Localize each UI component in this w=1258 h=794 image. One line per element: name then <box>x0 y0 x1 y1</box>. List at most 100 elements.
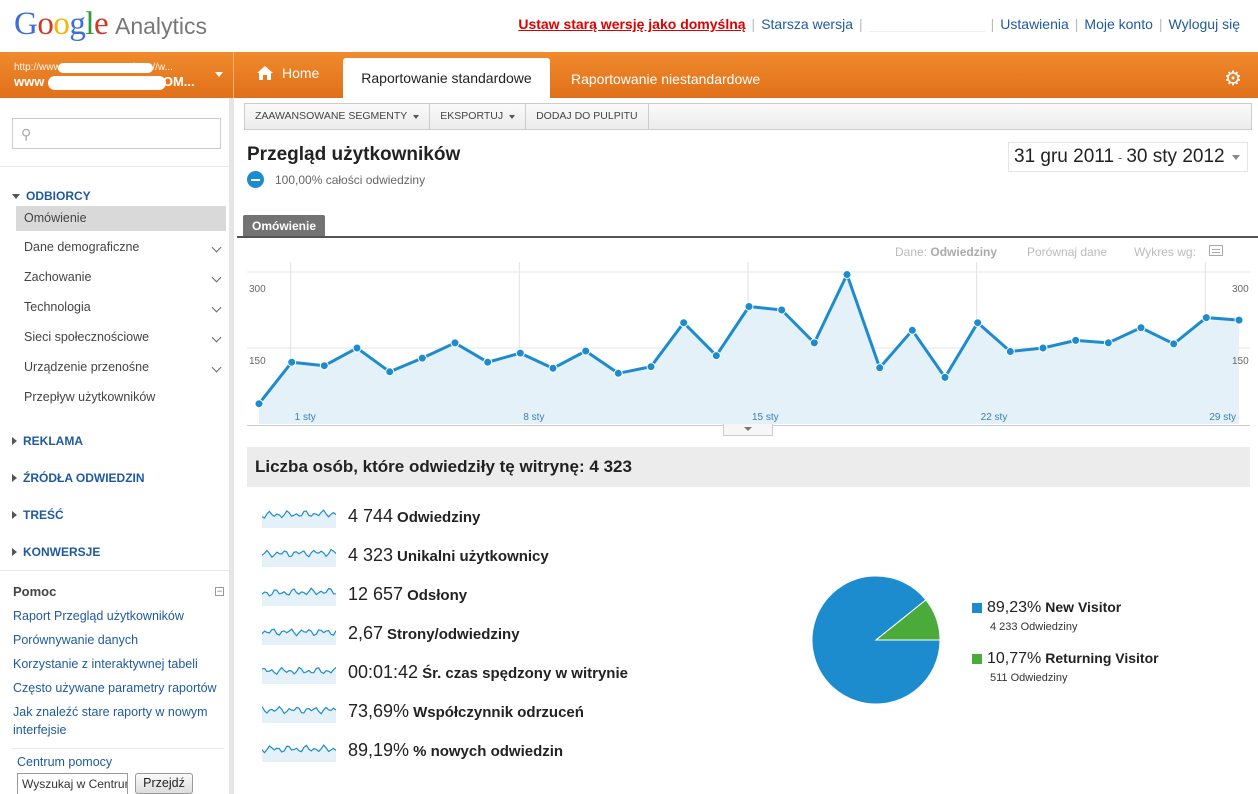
sidebar-item-demographics[interactable]: Dane demograficzne <box>16 235 226 260</box>
data-point <box>515 348 525 358</box>
metric-label: Współczynnik odrzuceń <box>413 704 584 721</box>
data-point <box>319 361 329 371</box>
sparkline-line <box>262 705 336 715</box>
graph-by-label: Wykres wg: <box>1134 245 1196 259</box>
metric-label: Śr. czas spędzony w witrynie <box>422 665 628 682</box>
data-point <box>1136 323 1146 333</box>
nav-home[interactable]: Home <box>256 65 319 81</box>
gear-icon[interactable]: ⚙ <box>1224 68 1242 90</box>
home-icon <box>257 66 273 80</box>
report-toolbar: ZAAWANSOWANE SEGMENTY EKSPORTUJ DODAJ DO… <box>244 103 1252 130</box>
sidebar-item-technology[interactable]: Technologia <box>16 295 226 320</box>
metric-label: Odwiedziny <box>397 509 481 526</box>
help-link[interactable]: Porównywanie danych <box>13 633 139 647</box>
collapse-icon[interactable]: − <box>215 586 224 596</box>
help-link[interactable]: Często używane parametry raportów <box>13 681 217 695</box>
tab-standard-reporting[interactable]: Raportowanie standardowe <box>343 58 550 98</box>
section-content[interactable]: TREŚĆ <box>12 508 64 522</box>
sparkline <box>262 705 336 723</box>
divider <box>0 570 229 571</box>
sparkline <box>262 666 336 684</box>
chevron-down-icon <box>1232 155 1240 160</box>
data-point <box>287 357 297 367</box>
series-area <box>259 274 1239 424</box>
sparkline-line <box>262 744 336 754</box>
chart-metric-selector[interactable]: Dane: Odwiedziny <box>895 245 998 259</box>
collapsed-arrow-icon <box>12 511 17 519</box>
data-point <box>744 302 754 311</box>
section-conversions[interactable]: KONWERSJE <box>12 545 100 559</box>
sidebar-search-input[interactable]: ⚲ <box>12 118 221 149</box>
sidebar-item-overview[interactable]: Omówienie <box>16 206 226 231</box>
data-point <box>548 363 558 373</box>
data-point <box>940 372 950 382</box>
help-center-link[interactable]: Centrum pomocy <box>17 755 113 769</box>
x-tick-label: 8 sty <box>523 412 544 423</box>
metric-value: 89,19%% nowych odwiedzin <box>348 740 564 760</box>
add-to-dashboard-button[interactable]: DODAJ DO PULPITU <box>526 104 649 129</box>
tab-custom-reporting[interactable]: Raportowanie niestandardowe <box>571 71 761 87</box>
advanced-segments-button[interactable]: ZAAWANSOWANE SEGMENTY <box>245 104 431 129</box>
legend-color-swatch <box>972 603 982 613</box>
date-to: 30 sty 2012 <box>1126 146 1225 167</box>
account-selector[interactable]: http://www.http://w... www.pl [DOM... <box>0 52 234 98</box>
data-point <box>254 399 264 409</box>
date-range-picker[interactable]: 31 gru 2011 - 30 sty 2012 <box>1008 142 1248 172</box>
sparkline-area <box>262 667 336 684</box>
x-tick-label: 22 sty <box>981 412 1008 423</box>
google-logo[interactable]: Google <box>14 6 109 42</box>
sidebar: ⚲ ODBIORCY Omówienie Dane demograficzne … <box>0 98 234 794</box>
help-go-button[interactable]: Przejdź <box>135 773 193 794</box>
sparkline-area <box>262 588 336 606</box>
my-account-link[interactable]: Moje konto <box>1084 16 1153 32</box>
set-old-version-default-link[interactable]: Ustaw starą wersję jako domyślną <box>518 16 746 32</box>
logout-link[interactable]: Wyloguj się <box>1168 16 1240 32</box>
export-button[interactable]: EKSPORTUJ <box>430 104 527 129</box>
pie-slice-returning-visitor[interactable] <box>874 599 941 641</box>
y-tick-label: 300 <box>249 284 266 295</box>
metric-value: 00:01:42 Śr. czas spędzony w witrynie <box>348 662 628 682</box>
chart-options-icon[interactable] <box>1209 245 1223 256</box>
data-point <box>679 318 689 328</box>
search-icon: ⚲ <box>21 126 32 142</box>
sparkline-line <box>262 509 336 519</box>
data-point <box>1201 313 1211 323</box>
data-point <box>907 325 917 335</box>
help-search-input[interactable]: Wyszukaj w Centrum <box>17 773 128 794</box>
chevron-down-icon <box>211 362 222 373</box>
data-point <box>417 353 427 363</box>
main-nav: http://www.http://w... www.pl [DOM... Ho… <box>0 52 1258 98</box>
help-link[interactable]: Raport Przegląd użytkowników <box>13 609 184 623</box>
old-version-link[interactable]: Starsza wersja <box>761 16 853 32</box>
page-title: Przegląd użytkowników <box>247 144 461 165</box>
section-traffic-sources[interactable]: ŹRÓDŁA ODWIEDZIN <box>12 471 145 485</box>
section-audience[interactable]: ODBIORCY <box>12 189 91 203</box>
chart-resize-handle[interactable] <box>723 424 773 436</box>
settings-link[interactable]: Ustawienia <box>1000 16 1069 32</box>
sidebar-item-social[interactable]: Sieci społecznościowe <box>16 325 226 350</box>
data-point <box>581 346 591 356</box>
chevron-down-icon <box>413 114 420 119</box>
compare-metric-link[interactable]: Porównaj dane <box>1027 245 1108 259</box>
sparkline <box>262 587 336 606</box>
sidebar-item-mobile[interactable]: Urządzenie przenośne <box>16 355 226 380</box>
tab-overview[interactable]: Omówienie <box>243 215 326 237</box>
sidebar-item-visitors-flow[interactable]: Przepływ użytkowników <box>24 390 156 404</box>
chevron-down-icon <box>211 242 222 253</box>
sparkline-area <box>262 510 336 528</box>
help-link[interactable]: Korzystanie z interaktywnej tabeli <box>13 657 198 671</box>
sparkline-line <box>262 548 336 559</box>
section-advertising[interactable]: REKLAMA <box>12 434 83 448</box>
visitor-type-pie <box>811 575 941 705</box>
visits-chart-svg: 300 300 150 150 1 sty 8 sty 15 sty 22 sty 29 sty <box>247 262 1250 424</box>
data-point <box>1071 335 1081 345</box>
data-point <box>711 351 721 361</box>
metric-label: Unikalni użytkownicy <box>397 548 549 565</box>
metric-label: Strony/odwiedziny <box>387 626 520 643</box>
sidebar-item-behavior[interactable]: Zachowanie <box>16 265 226 290</box>
expanded-arrow-icon <box>12 193 20 199</box>
help-title: Pomoc <box>13 584 57 599</box>
sparkline <box>262 548 336 567</box>
sparkline-area <box>262 549 336 567</box>
help-link[interactable]: Jak znaleźć stare raporty w nowym interf… <box>13 705 208 737</box>
